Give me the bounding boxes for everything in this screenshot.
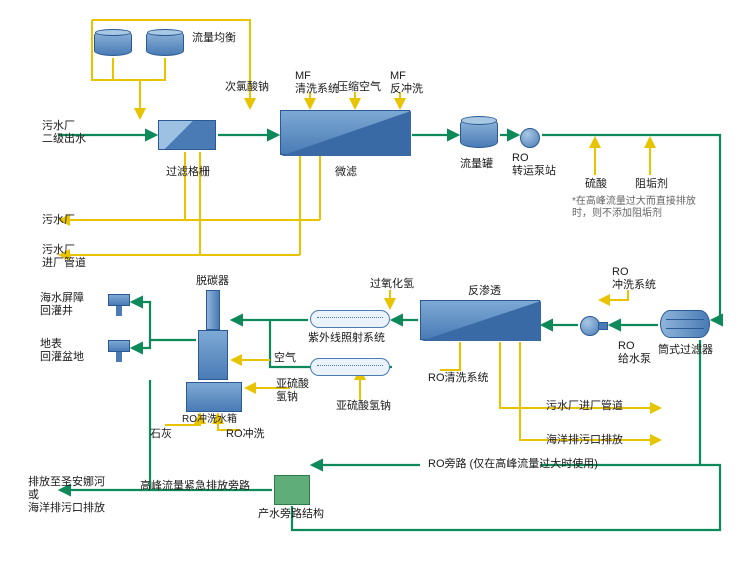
label-ro-flush: RO冲洗	[226, 428, 265, 441]
label-ro-clean-sys: RO 冲洗系统	[612, 266, 656, 292]
label-mf-backwash: MF 反冲洗	[390, 70, 423, 96]
label-ocean-outfall: 海洋排污口排放	[546, 434, 623, 447]
uv-unit-2	[310, 358, 390, 376]
well-1	[108, 294, 130, 312]
label-filter-screen: 过滤格栅	[166, 166, 210, 179]
label-bypass-struct: 产水旁路结构	[258, 508, 324, 521]
label-compressed-air: 压缩空气	[337, 81, 381, 94]
label-uv: 紫外线照射系统	[308, 332, 385, 345]
label-antiscalant: 阻垢剂	[635, 178, 668, 191]
label-wwtp-secondary: 污水厂 二级出水	[42, 120, 86, 146]
label-h2o2: 过氧化氢	[370, 278, 414, 291]
label-peak-bypass: 高峰流量紧急排放旁路	[140, 480, 250, 493]
ro-feed-pump	[580, 316, 608, 338]
label-ro-cleaning: RO清洗系统	[428, 372, 489, 385]
label-bisulfite: 亚硫酸 氢钠	[276, 378, 309, 404]
label-note1: *在高峰流量过大而直接排放时，则不添加阻垢剂	[572, 196, 702, 220]
uv-unit-1	[310, 310, 390, 328]
ro-unit	[420, 300, 540, 340]
label-decarb: 脱碳器	[196, 275, 229, 288]
label-h2so4: 硫酸	[585, 178, 607, 191]
label-flush-tank: RO冲洗水箱	[182, 414, 237, 426]
label-flow-tank: 流量罐	[460, 158, 493, 171]
mf-node	[280, 110, 410, 155]
label-ro: 反渗透	[468, 285, 501, 298]
bypass-struct	[274, 475, 310, 505]
label-ro-transfer: RO 转运泵站	[512, 152, 556, 178]
decarb-tower	[198, 290, 228, 380]
cartridge-filter	[660, 310, 710, 338]
label-microfiltration: 微滤	[335, 166, 357, 179]
label-surface-basin: 地表 回灌盆地	[40, 338, 84, 364]
label-bisulfite2: 亚硫酸氢钠	[336, 400, 391, 413]
label-cartridge: 筒式过滤器	[658, 344, 713, 357]
well-2	[108, 340, 130, 358]
label-lime: 石灰	[150, 428, 172, 441]
label-air: 空气	[274, 352, 296, 365]
label-ro-bypass: RO旁路 (仅在高峰流量过大时使用)	[428, 458, 598, 471]
label-discharge-sana: 排放至圣安娜河 或 海洋排污口排放	[28, 476, 105, 516]
screen-node	[158, 120, 216, 150]
flow-tank	[460, 118, 498, 148]
label-wwtp: 污水厂	[42, 214, 75, 227]
label-wwtp-inlet: 污水厂 进厂管道	[42, 244, 86, 270]
flush-tank	[186, 382, 242, 412]
label-ro-feed-pump: RO 给水泵	[618, 340, 651, 366]
tank-1	[94, 30, 132, 56]
label-seawater-barrier: 海水屏障 回灌井	[40, 292, 84, 318]
label-mf-clean: MF 清洗系统	[295, 70, 339, 96]
label-wwtp-inlet2: 污水厂进厂管道	[546, 400, 623, 413]
tank-2	[146, 30, 184, 56]
label-flow-balance: 流量均衡	[192, 32, 236, 45]
label-naocl: 次氯酸钠	[225, 81, 269, 94]
ro-transfer-pump	[520, 128, 540, 148]
